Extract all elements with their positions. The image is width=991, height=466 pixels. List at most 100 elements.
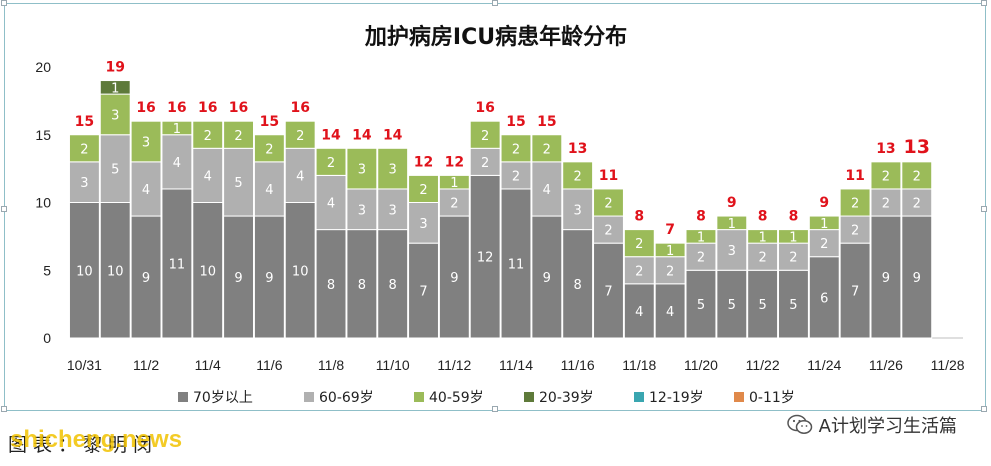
data-label: 2	[574, 169, 582, 184]
legend-swatch	[734, 392, 744, 402]
data-label: 9	[450, 271, 458, 286]
bar-segment	[808, 215, 840, 231]
data-label: 3	[80, 176, 88, 191]
data-label: 5	[697, 298, 705, 313]
total-label: 9	[819, 195, 829, 211]
resize-handle-bottom-left[interactable]	[1, 406, 7, 412]
bar-segment	[500, 161, 532, 190]
data-label: 4	[543, 183, 551, 198]
total-label: 14	[383, 127, 403, 143]
wechat-account-name: A计划学习生活篇	[818, 416, 957, 437]
bar-segment	[839, 242, 871, 339]
x-tick-label: 11/24	[807, 357, 841, 373]
total-label: 16	[290, 100, 309, 116]
data-label: 5	[758, 298, 766, 313]
data-label: 4	[142, 183, 150, 198]
data-label: 2	[481, 156, 489, 171]
data-label: 6	[820, 291, 828, 306]
bar-segment	[161, 188, 193, 339]
data-label: 9	[234, 271, 242, 286]
data-label: 4	[265, 183, 273, 198]
resize-handle-bottom[interactable]	[492, 406, 498, 412]
bar-segment	[315, 147, 347, 176]
x-tick-label: 11/8	[318, 357, 344, 373]
bar-segment	[562, 188, 594, 231]
bar-segment	[99, 80, 131, 95]
data-label: 2	[481, 129, 489, 144]
legend-swatch	[524, 392, 534, 402]
data-label: 3	[574, 203, 582, 218]
data-label: 2	[450, 197, 458, 212]
data-label: 1	[758, 230, 766, 245]
bar-segment	[253, 215, 285, 339]
data-label: 2	[80, 142, 88, 157]
data-label: 8	[389, 278, 397, 293]
bar-segment	[777, 229, 809, 244]
x-tick-label: 11/26	[869, 357, 903, 373]
bar-segment	[284, 147, 316, 204]
resize-handle-top-left[interactable]	[1, 0, 7, 6]
total-label: 15	[75, 114, 94, 130]
x-tick-label: 11/20	[684, 357, 718, 373]
data-label: 2	[913, 197, 921, 212]
resize-handle-left[interactable]	[1, 206, 7, 212]
data-label: 1	[697, 230, 705, 245]
x-tick-label: 11/6	[256, 357, 282, 373]
data-label: 2	[820, 237, 828, 252]
bar-segment	[808, 256, 840, 339]
data-label: 2	[666, 264, 674, 279]
bar-segment	[253, 134, 285, 163]
legend-swatch	[178, 392, 188, 402]
resize-handle-top-right[interactable]	[981, 0, 987, 6]
data-label: 1	[820, 217, 828, 232]
data-label: 10	[292, 264, 309, 279]
bar-segment	[777, 269, 809, 339]
bar-segment	[99, 202, 131, 339]
total-label: 8	[634, 209, 644, 225]
resize-handle-bottom-right[interactable]	[981, 406, 987, 412]
bar-segment	[223, 215, 255, 339]
total-label: 16	[475, 100, 494, 116]
x-tick-label: 10/31	[67, 357, 102, 373]
x-tick-label: 11/2	[133, 357, 159, 373]
resize-handle-top[interactable]	[492, 0, 498, 6]
data-label: 3	[728, 244, 736, 259]
data-label: 2	[543, 142, 551, 157]
total-label: 16	[198, 100, 217, 116]
bar-segment	[377, 188, 409, 231]
data-label: 1	[789, 230, 797, 245]
bar-segment	[623, 256, 655, 285]
data-label: 9	[265, 271, 273, 286]
bar-segment	[593, 242, 624, 339]
total-label: 15	[260, 114, 279, 130]
data-label: 2	[327, 156, 335, 171]
total-label: 8	[696, 209, 706, 225]
bar-segment	[685, 242, 717, 271]
bar-segment	[747, 229, 779, 244]
data-label: 8	[574, 278, 582, 293]
legend-label: 20-39岁	[539, 390, 594, 406]
data-label: 12	[477, 251, 494, 266]
bar-segment	[500, 134, 532, 163]
data-label: 10	[76, 264, 93, 279]
bar-segment	[438, 188, 470, 217]
data-label: 1	[450, 176, 458, 191]
bar-segment	[192, 202, 224, 339]
data-label: 2	[913, 169, 921, 184]
total-label: 13	[904, 136, 930, 158]
data-label: 2	[204, 129, 212, 144]
bar-segment	[469, 147, 501, 176]
bar-segment	[377, 147, 409, 190]
legend-label: 40-59岁	[429, 390, 484, 406]
bar-segment	[161, 120, 193, 136]
total-label: 13	[876, 141, 895, 157]
data-label: 4	[204, 169, 212, 184]
bars: 1032151053119943161141161042169521694215…	[68, 60, 933, 339]
bar-segment	[870, 161, 902, 190]
total-label: 11	[845, 168, 864, 184]
data-label: 2	[789, 251, 797, 266]
resize-handle-right[interactable]	[981, 206, 987, 212]
data-label: 4	[296, 169, 304, 184]
data-label: 4	[666, 305, 674, 320]
legend-label: 60-69岁	[319, 390, 374, 406]
